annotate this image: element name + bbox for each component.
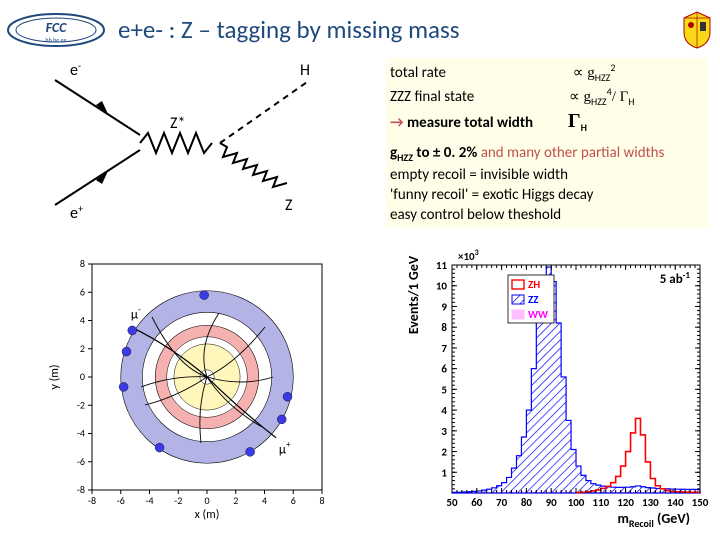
- svg-text:2: 2: [233, 494, 238, 507]
- svg-text:×103: ×103: [458, 248, 479, 263]
- svg-text:7: 7: [441, 342, 447, 355]
- svg-text:90: 90: [546, 496, 558, 509]
- svg-text:-2: -2: [77, 398, 85, 411]
- svg-text:0: 0: [204, 494, 209, 507]
- label-e-minus: e-: [70, 60, 81, 80]
- svg-text:-2: -2: [174, 494, 182, 507]
- info-line-3: → measure total width ΓH: [390, 108, 704, 135]
- fcc-logo: FCC hh he ee: [6, 12, 106, 53]
- svg-text:150: 150: [692, 496, 709, 509]
- info-line-5: empty recoil = invisible width: [390, 165, 704, 185]
- info-line-2: ZZZ final state ∝ gHZZ4/ ΓH: [390, 85, 704, 109]
- feynman-diagram: e- e+ Z* H Z: [30, 60, 350, 220]
- label-zstar: Z*: [170, 114, 185, 133]
- svg-text:WW: WW: [528, 308, 548, 321]
- info-line-6: 'funny recoil' = exotic Higgs decay: [390, 185, 704, 205]
- label-z: Z: [285, 196, 293, 215]
- svg-text:60: 60: [471, 496, 483, 509]
- svg-text:80: 80: [521, 496, 533, 509]
- detector-display: -8-6-4-202468-8-6-4-202468x (m)y (m)μ-μ+: [44, 250, 344, 520]
- info-prop-2: ∝ g: [569, 89, 591, 105]
- svg-text:0: 0: [80, 370, 85, 383]
- svg-text:x (m): x (m): [195, 508, 220, 520]
- svg-text:1: 1: [441, 466, 447, 479]
- svg-text:110: 110: [592, 496, 609, 509]
- recoil-histogram: 50 60 70 80 90 100 110 120 130 140 150 1 2 3 4 5 6 7 8 9 10 1…: [400, 245, 712, 527]
- svg-text:4: 4: [80, 314, 85, 327]
- svg-text:140: 140: [667, 496, 684, 509]
- svg-text:ZZ: ZZ: [528, 293, 539, 306]
- info-total-rate: total rate: [390, 64, 446, 82]
- gamma-h-sub: H: [581, 121, 587, 134]
- svg-text:-6: -6: [77, 455, 85, 468]
- title-bar: FCC hh he ee e+e- : Z – tagging by missi…: [0, 8, 720, 48]
- svg-text:2: 2: [80, 342, 85, 355]
- gamma-h: Γ: [568, 110, 581, 132]
- svg-text:-8: -8: [88, 494, 96, 507]
- svg-text:mRecoil (GeV): mRecoil (GeV): [618, 510, 690, 527]
- svg-text:120: 120: [617, 496, 634, 509]
- ghzz-prec: to ± 0. 2%: [413, 144, 481, 162]
- info-div-sub: H: [628, 95, 634, 108]
- info-other: and many other partial widths: [481, 144, 665, 162]
- svg-text:50: 50: [446, 496, 458, 509]
- svg-text:-4: -4: [77, 427, 85, 440]
- svg-text:10: 10: [436, 280, 448, 293]
- svg-text:3: 3: [441, 425, 447, 438]
- info-line-1: total rate ∝ gHZZ2: [390, 61, 704, 85]
- svg-text:2: 2: [441, 446, 447, 459]
- info-line-4: gHZZ to ± 0. 2% and many other partial w…: [390, 143, 704, 165]
- svg-text:6: 6: [441, 363, 447, 376]
- info-div: / Γ: [612, 89, 629, 105]
- label-h: H: [300, 61, 310, 80]
- svg-text:8: 8: [80, 257, 85, 270]
- svg-text:Events/1 GeV: Events/1 GeV: [405, 255, 422, 334]
- svg-text:100: 100: [568, 496, 585, 509]
- info-sub-1: HZZ: [595, 71, 611, 84]
- svg-text:-6: -6: [117, 494, 125, 507]
- crest-logo: [680, 10, 714, 55]
- svg-text:-4: -4: [145, 494, 153, 507]
- svg-text:hh he ee: hh he ee: [45, 36, 66, 44]
- svg-text:130: 130: [642, 496, 659, 509]
- svg-text:5: 5: [441, 383, 447, 396]
- info-zzz: ZZZ final state: [390, 88, 474, 106]
- ghzz-sub: HZZ: [397, 151, 413, 164]
- info-box: total rate ∝ gHZZ2 ZZZ final state ∝ gHZ…: [386, 58, 708, 228]
- info-sup-1: 2: [610, 61, 615, 74]
- svg-text:6: 6: [80, 285, 85, 298]
- info-prop-1: ∝ g: [573, 65, 595, 81]
- label-e-plus: e+: [70, 202, 83, 220]
- arrow-icon: →: [390, 114, 404, 132]
- svg-text:6: 6: [291, 494, 296, 507]
- svg-text:8: 8: [319, 494, 324, 507]
- svg-text:4: 4: [262, 494, 267, 507]
- svg-text:FCC: FCC: [46, 19, 68, 36]
- svg-text:ZH: ZH: [528, 278, 540, 291]
- svg-text:8: 8: [441, 321, 447, 334]
- info-line-7: easy control below theshold: [390, 205, 704, 225]
- svg-text:-8: -8: [77, 483, 85, 496]
- info-sub-2: HZZ: [591, 95, 607, 108]
- info-measure: measure total width: [404, 114, 534, 132]
- svg-text:4: 4: [441, 404, 447, 417]
- page-title: e+e- : Z – tagging by missing mass: [118, 14, 460, 45]
- svg-text:9: 9: [441, 300, 447, 313]
- svg-text:11: 11: [436, 259, 448, 272]
- svg-text:70: 70: [496, 496, 508, 509]
- svg-text:y (m): y (m): [48, 364, 62, 389]
